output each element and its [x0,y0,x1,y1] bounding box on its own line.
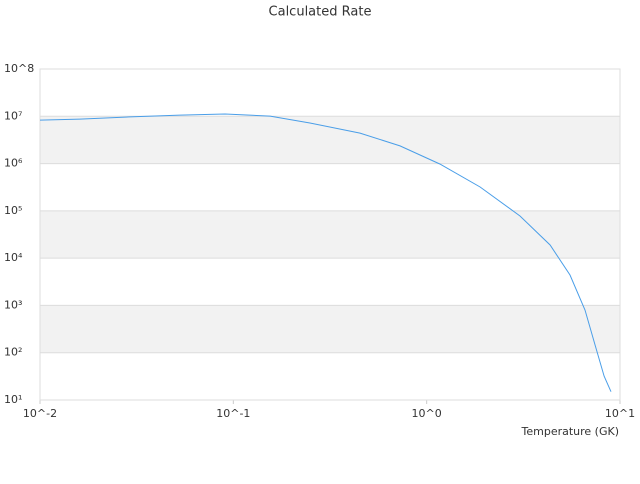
y-tick-label: 10⁷ [4,109,22,122]
plot-border [39,68,621,401]
chart-title: Calculated Rate [269,5,372,20]
y-tick-label: 10² [4,346,22,359]
x-tick-label: 10^0 [412,407,442,420]
x-axis-label: Temperature (GK) [521,425,620,438]
y-tick-label: 10¹ [4,393,22,406]
y-tick-label: 10⁵ [4,204,22,217]
x-tick-label: 10^-2 [23,407,57,420]
x-tick-label: 10^1 [605,407,635,420]
y-tick-label: 10⁴ [4,251,23,264]
y-tick-label: 10⁶ [4,157,23,170]
grid-band [40,305,620,353]
data-line [39,113,612,392]
grid-band [40,116,620,164]
x-tick-label: 10^-1 [216,407,250,420]
y-tick-label: 10³ [4,298,22,311]
grid-band [40,210,620,259]
y-tick-label: 10^8 [4,62,34,75]
